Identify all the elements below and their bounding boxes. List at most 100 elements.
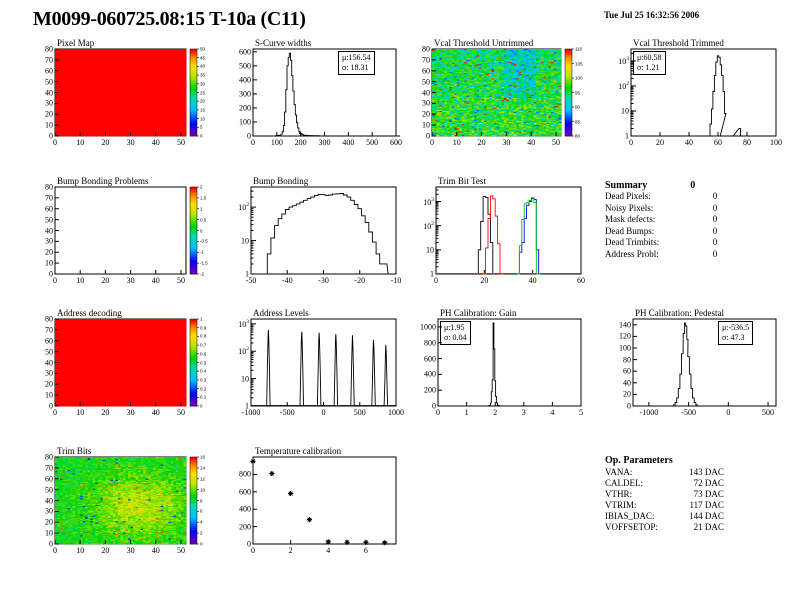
y-axis-tick-label: 10 bbox=[45, 390, 53, 400]
op-parameter-row: CALDEL: 72 DAC bbox=[605, 478, 724, 489]
summary-row-label: Dead Bumps: bbox=[605, 225, 655, 236]
op-parameter-value: 143 DAC bbox=[689, 467, 724, 477]
x-axis-tick-label: 20 bbox=[477, 138, 486, 147]
op-parameter-row: VOFFSETOP: 21 DAC bbox=[605, 522, 724, 533]
color-scale-tick-label: 16 bbox=[200, 454, 206, 460]
y-axis-tick-label: 40 bbox=[45, 88, 53, 97]
stats-sigma: σ: 47.3 bbox=[722, 333, 745, 342]
y-axis-tick-label: 40 bbox=[45, 358, 53, 367]
chart-canvas bbox=[632, 318, 777, 407]
chart-canvas bbox=[252, 48, 400, 137]
op-parameter-row: VTRIM: 117 DAC bbox=[605, 500, 724, 511]
y-axis-tick-label: 10 bbox=[241, 374, 249, 384]
x-axis-tick-label: 40 bbox=[527, 138, 536, 147]
summary-panel: Summary 0 Dead Pixels: 0 Noisy Pixels: 0 Mask… bbox=[605, 180, 721, 260]
x-axis-tick-label: 0 bbox=[53, 138, 57, 147]
summary-row-label: Noisy Pixels: bbox=[605, 202, 654, 213]
color-scale-tick-label: 90 bbox=[575, 104, 581, 110]
panel-bump-bonding: Bump Bonding -50 -40 -30 -20 -10 1 10 102 bbox=[225, 176, 401, 286]
chart-title: Trim Bit Test bbox=[438, 176, 486, 186]
y-axis-tick-label: 300 bbox=[239, 89, 251, 99]
stats-box: μ:156.54 σ: 18.31 bbox=[338, 51, 375, 75]
color-scale-tick-label: 5 bbox=[200, 124, 203, 130]
y-axis-tick-label: 50 bbox=[45, 347, 53, 357]
color-scale-tick-label: -1.5 bbox=[200, 260, 208, 266]
x-axis-tick-label: 40 bbox=[151, 546, 160, 555]
x-axis-tick-label: 60 bbox=[714, 138, 722, 147]
x-axis-tick-label: -1000 bbox=[639, 408, 659, 417]
scatter-marker bbox=[306, 517, 312, 523]
address-level-peak bbox=[350, 335, 355, 407]
histogram-trace bbox=[708, 55, 745, 137]
x-axis-tick-label: 20 bbox=[101, 138, 110, 147]
report-timestamp: Tue Jul 25 16:32:56 2006 bbox=[604, 10, 700, 20]
color-scale-tick-label: 0.1 bbox=[200, 394, 207, 400]
x-axis-tick-label: -1000 bbox=[241, 408, 261, 417]
summary-row-label: Mask defects: bbox=[605, 214, 656, 224]
x-axis-tick-label: 50 bbox=[176, 276, 185, 285]
scatter-marker bbox=[363, 539, 369, 545]
summary-row-value: 0 bbox=[712, 248, 718, 259]
x-axis-tick-label: 2 bbox=[493, 408, 498, 417]
color-scale-tick-label: 0.9 bbox=[200, 325, 207, 331]
y-axis-tick-label: 60 bbox=[45, 336, 53, 346]
address-level-peak bbox=[371, 339, 376, 407]
x-axis-tick-label: 4 bbox=[326, 546, 331, 555]
color-scale-bar bbox=[564, 48, 573, 137]
summary-heading: Summary bbox=[605, 180, 648, 191]
histogram-trace bbox=[671, 322, 702, 407]
panel-bump-bonding-problems: Bump Bonding Problems 0 10 20 30 40 50 0 10 20 30 4… bbox=[33, 176, 208, 286]
stats-box: μ:-536.5 σ: 47.3 bbox=[718, 321, 754, 345]
color-scale-tick-label: 45 bbox=[200, 55, 206, 61]
y-axis-tick-label: 10 bbox=[45, 258, 53, 268]
y-axis-tick-label: 1 bbox=[430, 269, 434, 279]
op-parameter-label: VOFFSETOP: bbox=[605, 522, 658, 532]
color-scale-tick-label: 105 bbox=[575, 61, 583, 66]
y-axis-tick-label: 70 bbox=[45, 325, 53, 335]
summary-row: Address Probl: 0 bbox=[605, 249, 721, 261]
op-parameter-value: 117 DAC bbox=[689, 500, 724, 510]
chart-canvas bbox=[250, 318, 397, 407]
y-axis-tick-label: 102 bbox=[238, 346, 249, 357]
x-axis-tick-label: 50 bbox=[552, 138, 561, 147]
y-axis-tick-label: 10 bbox=[426, 245, 434, 255]
page-title: M0099-060725.08:15 T-10a (C11) bbox=[33, 8, 306, 30]
y-axis-tick-label: 80 bbox=[422, 44, 430, 54]
x-axis-tick-label: 0 bbox=[251, 546, 255, 555]
x-axis-tick-label: 60 bbox=[577, 276, 585, 285]
color-scale-tick-label: 8 bbox=[200, 498, 203, 503]
color-scale-tick-label: 20 bbox=[200, 98, 206, 104]
stats-box: μ:1.95 σ: 0.04 bbox=[440, 321, 471, 345]
y-axis-tick-label: 60 bbox=[623, 366, 631, 376]
chart-title: Pixel Map bbox=[57, 38, 95, 48]
y-axis-tick-label: 70 bbox=[45, 55, 53, 65]
x-axis-tick-label: 40 bbox=[151, 138, 160, 147]
x-axis-tick-label: 30 bbox=[126, 408, 135, 417]
color-scale-tick-label: 10 bbox=[200, 116, 206, 122]
scatter-marker bbox=[250, 458, 256, 464]
summary-table: Dead Pixels: 0 Noisy Pixels: 0 Mask defects:… bbox=[605, 191, 721, 260]
color-scale-tick-label: 12 bbox=[200, 476, 206, 482]
y-axis-tick-label: 200 bbox=[239, 103, 251, 113]
x-axis-tick-label: 40 bbox=[151, 408, 160, 417]
op-parameter-label: VANA: bbox=[605, 467, 633, 477]
color-scale-bar bbox=[189, 48, 198, 137]
scatter-marker bbox=[269, 470, 275, 477]
x-axis-tick-label: 50 bbox=[176, 546, 185, 555]
y-axis-tick-label: 20 bbox=[422, 109, 430, 119]
x-axis-tick-label: 0 bbox=[629, 138, 633, 147]
panel-trim-bit-test: Trim Bit Test 0 20 40 60 1 10 102 103 bbox=[410, 176, 585, 286]
panel-s-curve-widths: S-Curve widths 0 100 200 300 400 500 600 0 100 200… bbox=[225, 38, 402, 148]
y-axis-tick-label: 80 bbox=[45, 452, 53, 462]
color-scale-tick-label: 30 bbox=[200, 81, 206, 87]
op-parameter-value: 21 DAC bbox=[693, 522, 724, 532]
x-axis-tick-label: 10 bbox=[76, 138, 85, 147]
histogram-trace-trimbit-4 bbox=[517, 198, 541, 275]
y-axis-tick-label: 600 bbox=[239, 47, 251, 57]
x-axis-tick-label: 400 bbox=[342, 138, 355, 147]
x-axis-tick-label: 40 bbox=[151, 276, 160, 285]
y-axis-tick-label: 800 bbox=[424, 338, 436, 348]
op-parameter-label: CALDEL: bbox=[605, 478, 643, 488]
x-axis-tick-label: 0 bbox=[321, 408, 326, 417]
